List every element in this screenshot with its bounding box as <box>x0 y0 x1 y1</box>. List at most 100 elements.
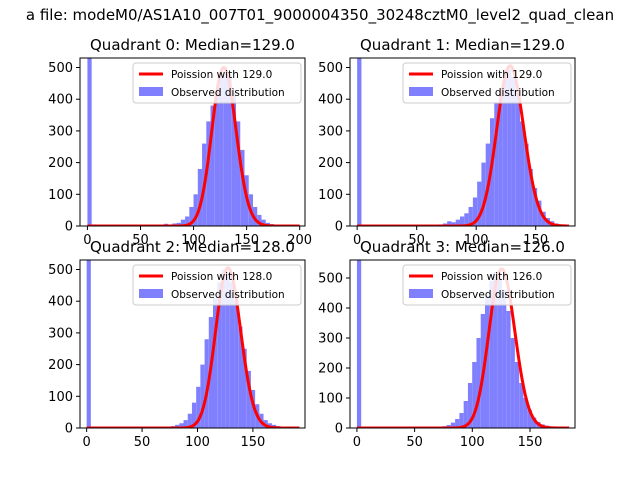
plot-area <box>86 58 301 226</box>
histogram-bar <box>447 221 452 226</box>
x-tick-label: 0 <box>83 435 91 450</box>
legend-label-poisson: Poission with 129.0 <box>441 69 542 81</box>
histogram-bar <box>498 89 503 226</box>
histogram-bar <box>511 77 516 226</box>
plot-area <box>86 260 300 428</box>
histogram-bar <box>191 402 197 428</box>
y-tick-label: 300 <box>48 124 73 139</box>
poisson-curve <box>86 266 300 428</box>
histogram-bar <box>223 70 228 226</box>
axes-frame <box>79 57 306 227</box>
y-tick-label: 200 <box>318 156 343 171</box>
x-tick-label: 150 <box>240 435 265 450</box>
axes-frame <box>349 259 576 429</box>
histogram-bar <box>231 92 237 226</box>
y-tick-label: 200 <box>318 362 343 377</box>
subplot-title: Quadrant 2: Median=128.0 <box>90 238 295 256</box>
x-tick-label: 50 <box>132 233 149 248</box>
histogram-bar <box>472 197 478 226</box>
histogram-bar <box>204 339 209 428</box>
histogram-bar <box>179 423 184 428</box>
axes-frame <box>79 259 306 429</box>
histogram-bar <box>214 92 220 226</box>
histogram-bar <box>206 121 211 226</box>
histogram-bar <box>213 298 218 428</box>
y-tick-label: 500 <box>318 61 343 76</box>
legend-label-observed: Observed distribution <box>441 289 555 301</box>
histogram-bar <box>502 77 508 226</box>
x-tick-label: 100 <box>185 435 210 450</box>
y-tick-label: 500 <box>318 272 343 287</box>
histogram-bar <box>210 105 215 226</box>
y-tick-label: 300 <box>318 332 343 347</box>
poisson-curve <box>86 66 301 226</box>
histogram-bar <box>246 370 251 428</box>
histogram-bar <box>87 58 92 226</box>
histogram-bar <box>485 296 490 428</box>
histogram-bar <box>497 278 503 428</box>
histogram-bar <box>185 216 190 226</box>
subplot-quadrant-1: 0 50 100 150 0 100 200 300 400 500 Quadrant 1: Med… <box>318 36 576 248</box>
histogram-bar <box>493 272 498 428</box>
histogram-bar <box>221 269 226 428</box>
y-tick-label: 100 <box>48 390 73 405</box>
subplot-title: Quadrant 3: Median=126.0 <box>360 238 565 256</box>
legend-bar-swatch <box>409 87 433 96</box>
histogram-bar <box>455 419 460 428</box>
legend: Poission with 128.0 Observed distribution <box>132 264 302 306</box>
histogram-bar <box>468 206 473 226</box>
y-tick-label: 400 <box>48 93 73 108</box>
histogram-bar <box>524 143 529 226</box>
y-tick-label: 0 <box>65 220 73 235</box>
histogram-bar <box>467 383 473 428</box>
histogram-bar <box>189 206 194 226</box>
histogram-bar <box>356 260 362 428</box>
histogram-bar <box>490 118 495 226</box>
legend-box <box>132 264 302 306</box>
y-tick-label: 500 <box>48 263 73 278</box>
histogram-bar <box>464 213 469 226</box>
y-tick-label: 100 <box>318 188 343 203</box>
figure-suptitle: a file: modeM0/AS1A10_007T01_9000004350_… <box>26 6 614 25</box>
y-tick-label: 300 <box>318 124 343 139</box>
subplot-title: Quadrant 1: Median=129.0 <box>360 36 565 54</box>
histogram-bar <box>510 338 515 428</box>
histogram-bar <box>229 282 235 428</box>
legend-bar-swatch <box>139 87 163 96</box>
histogram-bar <box>463 401 468 428</box>
y-tick-label: 400 <box>48 295 73 310</box>
histogram-bar <box>240 149 245 226</box>
histogram-bar <box>520 121 525 226</box>
y-tick-label: 200 <box>48 156 73 171</box>
legend-label-poisson: Poission with 128.0 <box>171 271 272 283</box>
histogram-bar <box>450 422 456 428</box>
histogram-bar <box>180 219 186 226</box>
x-tick-label: 100 <box>181 233 206 248</box>
x-tick-label: 150 <box>523 233 548 248</box>
y-tick-label: 400 <box>318 302 343 317</box>
histogram-bar <box>200 364 205 428</box>
x-tick-label: 50 <box>406 435 423 450</box>
x-tick-label: 50 <box>408 233 425 248</box>
legend-box <box>402 264 572 306</box>
histogram-bar <box>455 219 460 226</box>
legend-bar-swatch <box>139 289 163 298</box>
x-tick-label: 50 <box>134 435 151 450</box>
histogram-bar <box>476 338 481 428</box>
subplot-quadrant-0: 0 50 100 150 200 0 100 200 300 400 500 Quadrant 0: … <box>48 36 312 248</box>
histogram-bar <box>238 326 243 428</box>
legend-label-observed: Observed distribution <box>171 87 285 99</box>
y-tick-label: 200 <box>48 358 73 373</box>
histogram-bar <box>514 362 520 428</box>
y-tick-label: 0 <box>335 220 343 235</box>
histogram-bar <box>176 222 181 226</box>
y-tick-label: 100 <box>318 392 343 407</box>
histogram-bar <box>183 420 188 428</box>
subplot-quadrant-2: 0 50 100 150 0 100 200 300 400 500 Quadrant 2: Med… <box>48 238 306 450</box>
histogram-bar <box>460 216 465 226</box>
histogram-bar <box>227 73 232 226</box>
histogram-bar <box>477 181 482 226</box>
x-tick-label: 150 <box>518 435 543 450</box>
